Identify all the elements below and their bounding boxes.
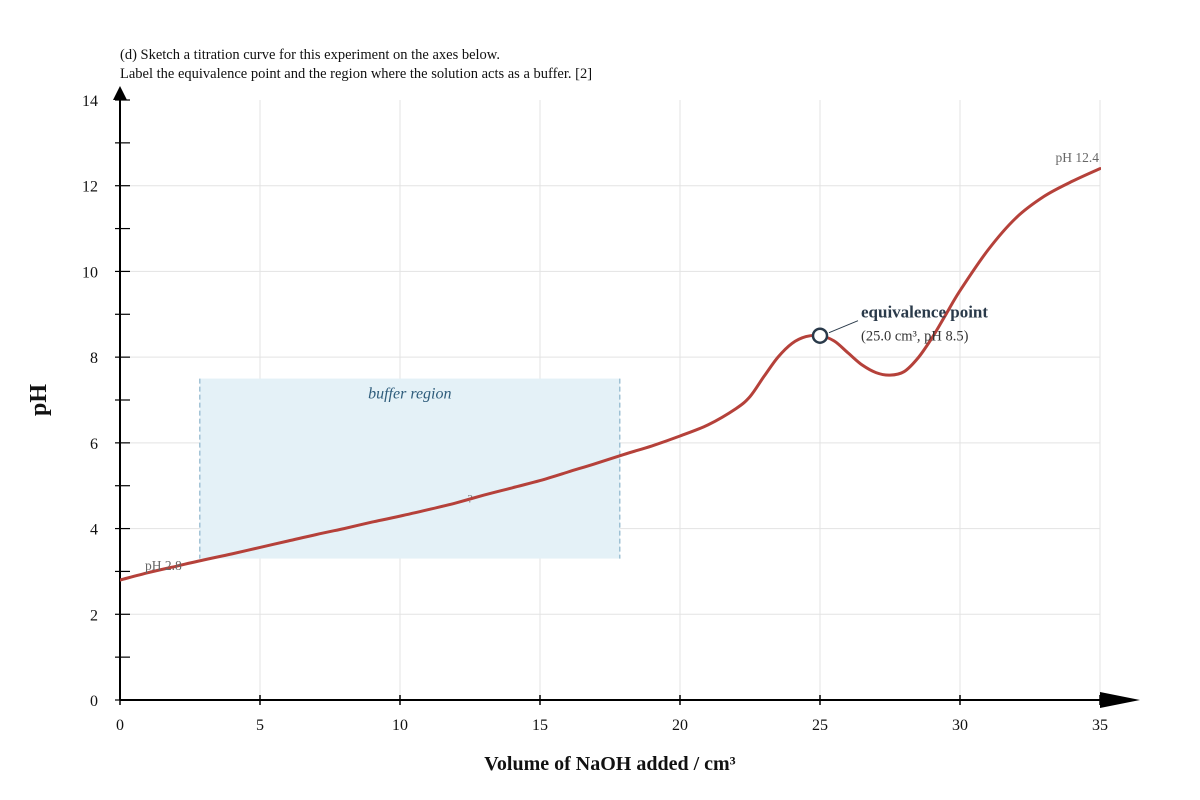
axes: 0 5 10 15 20 25 30 35 0 2 4 6 8 10 12 14 <box>82 86 1140 734</box>
x-tick-label: 20 <box>672 717 688 734</box>
buffer-region-box <box>199 378 620 559</box>
buffer-region-label: buffer region <box>368 386 451 403</box>
y-tick-label: 4 <box>90 522 98 539</box>
y-tick-label: 8 <box>90 350 98 367</box>
x-tick-label: 0 <box>116 717 124 734</box>
x-tick-label: 5 <box>256 717 264 734</box>
end-ph-label: pH 12.4 <box>1056 150 1100 165</box>
x-tick-label: 30 <box>952 717 968 734</box>
equivalence-point-coords: (25.0 cm³, pH 8.5) <box>861 329 969 345</box>
x-tick-label: 10 <box>392 717 408 734</box>
y-axis-arrow <box>113 86 127 100</box>
x-tick-label: 35 <box>1092 717 1108 734</box>
x-axis-arrow <box>1100 692 1140 708</box>
titration-curve <box>120 167 1101 582</box>
equivalence-point-marker <box>811 327 829 344</box>
y-tick-label: 14 <box>82 93 98 110</box>
equivalence-leader-line <box>828 320 859 334</box>
x-tick-label: 25 <box>812 717 828 734</box>
y-tick-label: 10 <box>82 264 98 281</box>
question-text: (d) Sketch a titration curve for this ex… <box>120 46 592 84</box>
x-axis-title: Volume of NaOH added / cm³ <box>484 753 735 775</box>
question-line-2: Label the equivalence point and the regi… <box>120 66 593 82</box>
y-tick-label: 6 <box>90 436 98 453</box>
y-tick-label: 0 <box>90 693 98 710</box>
y-tick-label: 12 <box>82 179 98 196</box>
y-axis-title: pH <box>26 384 52 416</box>
start-ph-label: pH 2.8 <box>145 558 182 573</box>
question-line-1: (d) Sketch a titration curve for this ex… <box>120 47 500 63</box>
equivalence-point-label: equivalence point <box>861 303 988 322</box>
y-tick-label: 2 <box>90 607 98 624</box>
x-tick-label: 15 <box>532 717 548 734</box>
